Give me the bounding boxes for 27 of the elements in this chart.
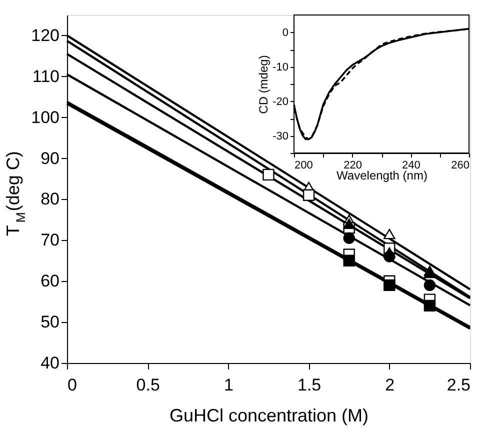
x-tick-label: 260 bbox=[451, 160, 470, 172]
y-tick-label: 110 bbox=[32, 66, 60, 86]
x-tick-label: 0.5 bbox=[136, 376, 160, 394]
y-tick-label: 90 bbox=[40, 148, 60, 168]
y-tick-label: -30 bbox=[272, 130, 288, 142]
y-tick-label: 40 bbox=[40, 354, 60, 372]
x-tick-label: 2 bbox=[385, 376, 395, 394]
x-tick-label: 2.5 bbox=[446, 376, 470, 394]
x-tick-label: 0 bbox=[68, 376, 77, 394]
y-tick-label: 50 bbox=[40, 312, 60, 332]
x-tick-label: 240 bbox=[402, 160, 420, 172]
y-tick-label: 80 bbox=[40, 190, 60, 209]
x-tick-label: 200 bbox=[294, 160, 313, 172]
y-tick-label: -20 bbox=[272, 96, 288, 108]
y-tick-label: -10 bbox=[272, 61, 288, 74]
y-tick-label: 0 bbox=[282, 26, 288, 39]
x-tick-label: 1.5 bbox=[297, 376, 322, 394]
x-axis-title: GuHCl concentration (M) bbox=[169, 406, 369, 426]
y-tick-label: 70 bbox=[40, 230, 60, 250]
x-tick-label: 1 bbox=[224, 376, 234, 394]
y-tick-label: 60 bbox=[40, 272, 60, 291]
y-axis-title: CD (mdeg) bbox=[256, 55, 271, 114]
y-tick-label: 120 bbox=[31, 26, 60, 45]
y-axis-title: TM(deg C) bbox=[3, 151, 28, 236]
y-tick-label: 100 bbox=[31, 108, 60, 127]
x-tick-label: 220 bbox=[344, 160, 362, 172]
x-axis-title: Wavelength (nm) bbox=[336, 168, 428, 182]
